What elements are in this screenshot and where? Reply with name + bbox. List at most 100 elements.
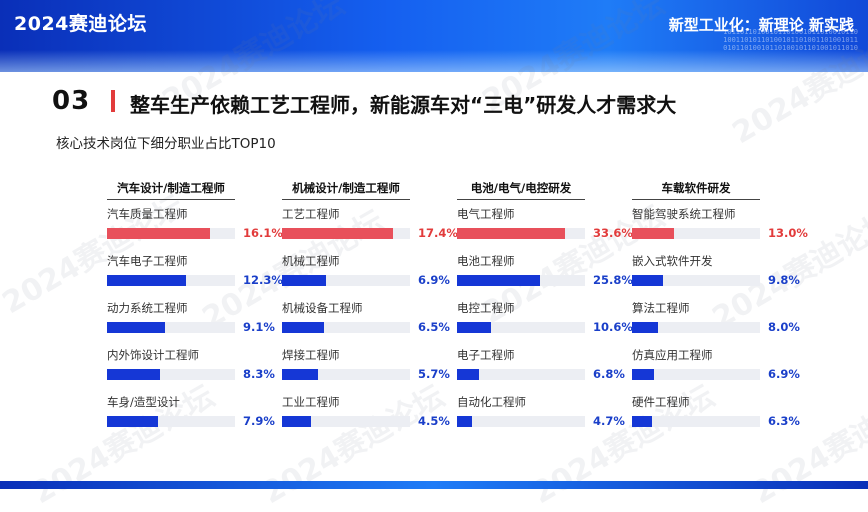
chart-row: 汽车电子工程师 12.3% — [107, 253, 283, 297]
bar-track — [282, 228, 410, 239]
category-header: 机械设计/制造工程师 — [282, 180, 410, 200]
bar-track — [282, 275, 410, 286]
bar-label: 嵌入式软件开发 — [632, 254, 713, 268]
bar-value-label: 5.7% — [418, 367, 450, 381]
banner-glow — [0, 50, 868, 72]
chart-row: 硬件工程师 6.3% — [632, 394, 802, 438]
bar — [457, 228, 565, 239]
bar — [107, 228, 210, 239]
bar — [282, 416, 311, 427]
bar-label: 汽车质量工程师 — [107, 207, 188, 221]
chart-row: 工艺工程师 17.4% — [282, 206, 458, 250]
bar — [107, 416, 158, 427]
bar-track — [632, 228, 760, 239]
binary-pattern: 10110110100101101001011010010110 1001101… — [648, 28, 858, 52]
bar-value-label: 6.5% — [418, 320, 450, 334]
bar-label: 算法工程师 — [632, 301, 690, 315]
forum-logo: 2024赛迪论坛 — [14, 13, 147, 35]
bar-track — [107, 369, 235, 380]
bar-track — [457, 228, 585, 239]
header-tagline: 新型工业化：新理论 新实践 — [668, 16, 854, 34]
bar — [457, 416, 472, 427]
bar-value-label: 12.3% — [243, 273, 283, 287]
bar-value-label: 17.4% — [418, 226, 458, 240]
bar-value-label: 33.6% — [593, 226, 633, 240]
footer-bar — [0, 481, 868, 489]
bar-value-label: 6.3% — [768, 414, 800, 428]
bar-track — [632, 275, 760, 286]
section-number: 03 — [52, 86, 91, 116]
bar-track — [107, 416, 235, 427]
bar-track — [107, 275, 235, 286]
bar-track — [632, 322, 760, 333]
bar-value-label: 4.5% — [418, 414, 450, 428]
bar — [282, 369, 318, 380]
category-header: 车载软件研发 — [632, 180, 760, 200]
bar — [457, 275, 540, 286]
bar — [632, 322, 658, 333]
bar-label: 电池工程师 — [457, 254, 515, 268]
binary-line: 10110110100101101001011010010110 — [723, 28, 858, 36]
bar — [282, 322, 324, 333]
bar-track — [457, 322, 585, 333]
category-group: 电池/电气/电控研发电气工程师 33.6% 电池工程师 25.8% 电控工程师 10.6%… — [457, 180, 633, 428]
bar-value-label: 9.1% — [243, 320, 275, 334]
chart-row: 仿真应用工程师 6.9% — [632, 347, 802, 391]
bar-value-label: 6.9% — [768, 367, 800, 381]
bar-value-label: 10.6% — [593, 320, 633, 334]
chart-row: 电子工程师 6.8% — [457, 347, 627, 391]
chart-subtitle: 核心技术岗位下细分职业占比TOP10 — [56, 136, 276, 152]
binary-line: 10011010110100101101001101001011 — [723, 36, 858, 44]
bar-label: 内外饰设计工程师 — [107, 348, 199, 362]
bar-track — [457, 369, 585, 380]
bar-label: 机械设备工程师 — [282, 301, 363, 315]
title-divider — [111, 90, 115, 112]
bar-label: 汽车电子工程师 — [107, 254, 188, 268]
chart-row: 焊接工程师 5.7% — [282, 347, 452, 391]
bar — [632, 228, 674, 239]
bar-track — [457, 275, 585, 286]
bar-label: 工艺工程师 — [282, 207, 340, 221]
chart-row: 车身/造型设计 7.9% — [107, 394, 277, 438]
bar-value-label: 7.9% — [243, 414, 275, 428]
bar-label: 电子工程师 — [457, 348, 515, 362]
chart-row: 电池工程师 25.8% — [457, 253, 633, 297]
bar-label: 硬件工程师 — [632, 395, 690, 409]
bar-value-label: 8.0% — [768, 320, 800, 334]
binary-line: 01011010010110100101101001011010 — [723, 44, 858, 52]
chart-row: 算法工程师 8.0% — [632, 300, 802, 344]
bar — [107, 369, 160, 380]
category-group: 车载软件研发智能驾驶系统工程师 13.0% 嵌入式软件开发 9.8% 算法工程师 8.0%… — [632, 180, 808, 428]
bar — [282, 228, 393, 239]
category-header: 电池/电气/电控研发 — [457, 180, 585, 200]
chart-row: 动力系统工程师 9.1% — [107, 300, 277, 344]
bar-track — [632, 416, 760, 427]
chart-row: 自动化工程师 4.7% — [457, 394, 627, 438]
bar — [107, 322, 165, 333]
bar-label: 车身/造型设计 — [107, 395, 180, 409]
bar-label: 自动化工程师 — [457, 395, 526, 409]
bar-label: 电气工程师 — [457, 207, 515, 221]
bar-value-label: 8.3% — [243, 367, 275, 381]
chart-row: 机械工程师 6.9% — [282, 253, 452, 297]
slide-title: 整车生产依赖工艺工程师，新能源车对“三电”研发人才需求大 — [130, 93, 677, 117]
bar-value-label: 6.8% — [593, 367, 625, 381]
category-group: 汽车设计/制造工程师汽车质量工程师 16.1% 汽车电子工程师 12.3% 动力系统工程… — [107, 180, 283, 428]
bar — [632, 369, 654, 380]
category-header: 汽车设计/制造工程师 — [107, 180, 235, 200]
chart-row: 智能驾驶系统工程师 13.0% — [632, 206, 808, 250]
chart-row: 机械设备工程师 6.5% — [282, 300, 452, 344]
bar-value-label: 25.8% — [593, 273, 633, 287]
bar-value-label: 16.1% — [243, 226, 283, 240]
bar-track — [282, 416, 410, 427]
chart-row: 电控工程师 10.6% — [457, 300, 633, 344]
category-group: 机械设计/制造工程师工艺工程师 17.4% 机械工程师 6.9% 机械设备工程师 6.5%… — [282, 180, 458, 428]
chart-row: 汽车质量工程师 16.1% — [107, 206, 283, 250]
bar — [457, 322, 491, 333]
bar-value-label: 13.0% — [768, 226, 808, 240]
chart-row: 工业工程师 4.5% — [282, 394, 452, 438]
bar-label: 仿真应用工程师 — [632, 348, 713, 362]
bar-value-label: 9.8% — [768, 273, 800, 287]
bar-label: 机械工程师 — [282, 254, 340, 268]
bar-label: 电控工程师 — [457, 301, 515, 315]
